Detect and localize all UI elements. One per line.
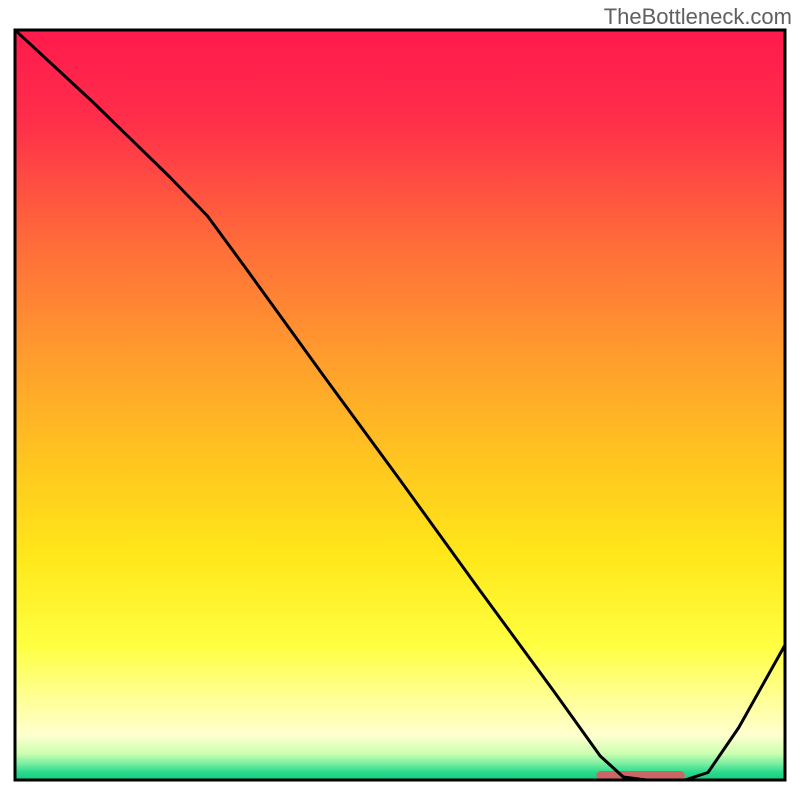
chart-container: TheBottleneck.com <box>0 0 800 800</box>
watermark-text: TheBottleneck.com <box>604 4 792 30</box>
bottleneck-chart <box>0 0 800 800</box>
chart-background <box>15 30 785 780</box>
